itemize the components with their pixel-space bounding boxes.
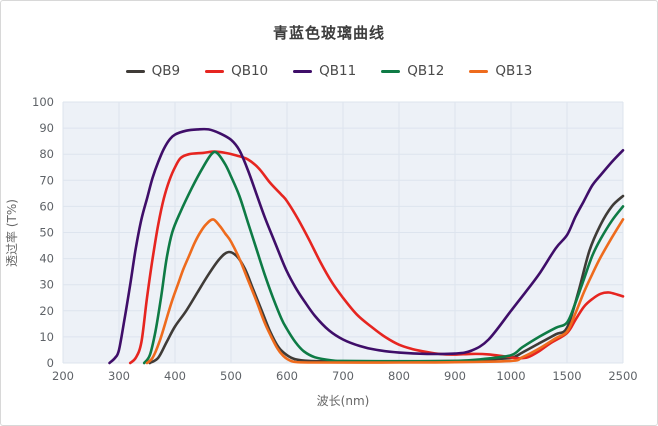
y-tick-label: 60 [39, 199, 54, 213]
x-tick-label: 1000 [496, 369, 525, 383]
series-curves [108, 127, 625, 365]
legend-marker-QB10 [205, 69, 225, 73]
legend-item-QB11[interactable]: QB11 [293, 63, 356, 79]
y-tick-label: 40 [39, 252, 54, 266]
legend-marker-QB13 [469, 69, 489, 73]
x-tick-label: 600 [276, 369, 298, 383]
x-axis-title: 波长(nm) [317, 394, 370, 408]
y-tick-label: 0 [47, 356, 54, 370]
grid-lines [62, 101, 624, 364]
legend-item-QB9[interactable]: QB9 [125, 63, 181, 79]
legend-item-QB13[interactable]: QB13 [469, 63, 532, 79]
y-tick-label: 30 [39, 278, 54, 292]
chart-title: 青蓝色玻璃曲线 [272, 24, 385, 42]
y-tick-label: 70 [39, 173, 54, 187]
x-tick-label: 500 [220, 369, 242, 383]
legend-item-QB12[interactable]: QB12 [381, 63, 444, 79]
y-tick-label: 50 [39, 226, 54, 240]
series-line-QB12 [142, 150, 625, 365]
legend-label: QB12 [407, 63, 445, 79]
legend: QB9 QB10 QB11 QB12 QB13 [1, 63, 657, 79]
legend-marker-QB12 [381, 69, 401, 73]
x-tick-label: 300 [108, 369, 130, 383]
y-axis-title: 透过率 (T%) [4, 199, 19, 267]
legend-marker-QB11 [293, 69, 313, 73]
y-tick-label: 90 [39, 121, 54, 135]
x-tick-label: 2500 [608, 369, 637, 383]
y-tick-label: 10 [39, 330, 54, 344]
x-tick-label: 1500 [552, 369, 581, 383]
legend-label: QB13 [495, 63, 533, 79]
y-tick-label: 80 [39, 147, 54, 161]
y-tick-label: 20 [39, 304, 54, 318]
x-tick-label: 400 [164, 369, 186, 383]
x-tick-label: 900 [444, 369, 466, 383]
series-line-QB9 [148, 194, 625, 365]
y-tick-label: 100 [32, 95, 54, 109]
legend-marker-QB9 [125, 69, 145, 73]
legend-label: QB9 [151, 63, 181, 79]
legend-label: QB11 [319, 63, 357, 79]
series-line-QB13 [145, 218, 625, 365]
x-tick-label: 200 [52, 369, 74, 383]
legend-label: QB10 [231, 63, 269, 79]
legend-item-QB10[interactable]: QB10 [205, 63, 268, 79]
series-line-QB10 [128, 150, 625, 365]
x-tick-label: 800 [388, 369, 410, 383]
axis-tick-labels: 200 300 400 500 600 700 800 900 1000 1500 2500 0 10 2… [32, 95, 638, 383]
x-tick-label: 700 [332, 369, 354, 383]
series-line-QB11 [108, 127, 625, 365]
